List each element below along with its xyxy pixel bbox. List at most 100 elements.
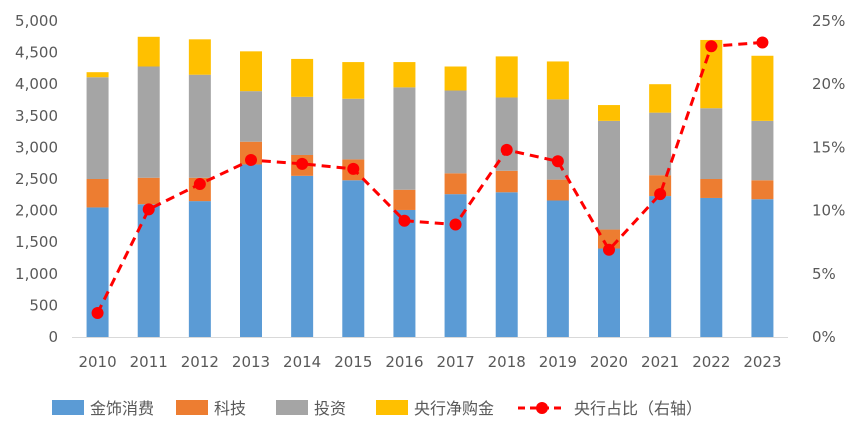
y-left-tick-label: 3,500 bbox=[15, 107, 58, 125]
x-tick-label: 2019 bbox=[539, 353, 577, 371]
bar-segment bbox=[700, 197, 723, 337]
labels-layer: 0 500 1,000 1,500 2,000 2,500 3,000 3,500 4,000 4… bbox=[15, 12, 845, 371]
legend-marker bbox=[536, 402, 548, 414]
bar-segment bbox=[188, 39, 211, 75]
bar-segment bbox=[86, 179, 109, 208]
line-point bbox=[500, 143, 513, 156]
bar-segment bbox=[137, 204, 160, 337]
bar-segment bbox=[598, 248, 620, 337]
y-left-tick-label: 4,000 bbox=[15, 75, 58, 93]
line-layer bbox=[91, 36, 769, 319]
bar-segment bbox=[700, 108, 723, 179]
bar-segment bbox=[188, 74, 211, 178]
bar-segment bbox=[86, 207, 109, 337]
line-point bbox=[449, 218, 462, 231]
legend-label: 金饰消费 bbox=[90, 399, 154, 418]
bar-segment bbox=[240, 51, 262, 92]
legend-swatch bbox=[52, 400, 84, 415]
legend-label: 央行净购金 bbox=[414, 399, 494, 418]
bar-segment bbox=[649, 175, 672, 197]
y-right-tick-label: 10% bbox=[812, 202, 845, 220]
legend: 金饰消费 科技 投资 央行净购金 央行占比（右轴） bbox=[52, 399, 702, 418]
x-tick-label: 2018 bbox=[488, 353, 526, 371]
bar-segment bbox=[393, 209, 416, 337]
bar-segment bbox=[546, 179, 569, 201]
y-right-tick-label: 25% bbox=[812, 12, 845, 30]
line-point bbox=[245, 154, 257, 167]
y-right-tick-label: 5% bbox=[812, 265, 836, 283]
line-point bbox=[603, 243, 615, 256]
legend-label: 投资 bbox=[314, 399, 346, 418]
bar-segment bbox=[342, 62, 365, 99]
bar-segment bbox=[598, 105, 620, 121]
bar-segment bbox=[240, 91, 262, 142]
x-tick-label: 2023 bbox=[743, 353, 781, 371]
line-point bbox=[756, 36, 769, 49]
line-point bbox=[347, 162, 360, 175]
x-tick-label: 2016 bbox=[385, 353, 423, 371]
bar-segment bbox=[188, 201, 211, 337]
bar-segment bbox=[444, 66, 467, 91]
bar-segment bbox=[137, 66, 160, 178]
bar-segment bbox=[649, 84, 672, 113]
bar-segment bbox=[495, 192, 518, 337]
bar-segment bbox=[649, 112, 672, 176]
line-point bbox=[193, 178, 206, 191]
bar-segment bbox=[342, 98, 365, 160]
line-point bbox=[654, 188, 667, 201]
bar-segment bbox=[240, 164, 262, 337]
line-series-path bbox=[96, 40, 763, 314]
y-left-tick-label: 0 bbox=[48, 328, 58, 346]
bar-segment bbox=[700, 179, 723, 198]
y-left-tick-label: 1,500 bbox=[15, 233, 58, 251]
legend-swatch bbox=[376, 400, 408, 415]
bar-segment bbox=[86, 77, 109, 179]
x-tick-label: 2014 bbox=[283, 353, 321, 371]
y-left-tick-label: 3,000 bbox=[15, 138, 58, 156]
bar-segment bbox=[495, 170, 518, 193]
line-point bbox=[296, 157, 309, 170]
legend-swatch bbox=[276, 400, 308, 415]
x-tick-label: 2020 bbox=[590, 353, 628, 371]
legend-swatch bbox=[176, 400, 208, 415]
bar-segment bbox=[546, 61, 569, 100]
bar-segment bbox=[137, 36, 160, 67]
bar-segment bbox=[495, 97, 518, 171]
legend-label: 科技 bbox=[214, 399, 246, 418]
bar-segment bbox=[137, 177, 160, 205]
y-right-tick-label: 20% bbox=[812, 75, 845, 93]
bar-segment bbox=[751, 199, 774, 337]
y-left-tick-label: 4,500 bbox=[15, 44, 58, 62]
line-point bbox=[142, 203, 155, 216]
bar-segment bbox=[751, 120, 774, 181]
y-right-tick-label: 0% bbox=[812, 328, 836, 346]
bar-segment bbox=[495, 56, 518, 98]
bars-layer bbox=[86, 36, 774, 337]
bar-segment bbox=[342, 180, 365, 337]
bar-segment bbox=[291, 58, 314, 97]
y-left-tick-label: 1,000 bbox=[15, 265, 58, 283]
bar-segment bbox=[444, 173, 467, 195]
x-tick-label: 2022 bbox=[692, 353, 730, 371]
bar-segment bbox=[546, 99, 569, 180]
x-tick-label: 2011 bbox=[130, 353, 168, 371]
bar-segment bbox=[700, 39, 723, 109]
bar-segment bbox=[86, 72, 109, 78]
y-left-tick-label: 2,000 bbox=[15, 202, 58, 220]
bar-segment bbox=[751, 180, 774, 200]
y-left-tick-label: 5,000 bbox=[15, 12, 58, 30]
line-point bbox=[91, 306, 104, 319]
legend-label: 央行占比（右轴） bbox=[574, 399, 702, 418]
bar-segment bbox=[444, 90, 467, 174]
bar-segment bbox=[444, 194, 467, 337]
x-tick-label: 2012 bbox=[181, 353, 219, 371]
bar-segment bbox=[393, 189, 416, 210]
y-right-tick-label: 15% bbox=[812, 138, 845, 156]
bar-segment bbox=[546, 200, 569, 337]
bar-segment bbox=[393, 87, 416, 190]
x-tick-label: 2017 bbox=[436, 353, 474, 371]
bar-segment bbox=[393, 62, 416, 88]
bar-segment bbox=[291, 96, 314, 155]
